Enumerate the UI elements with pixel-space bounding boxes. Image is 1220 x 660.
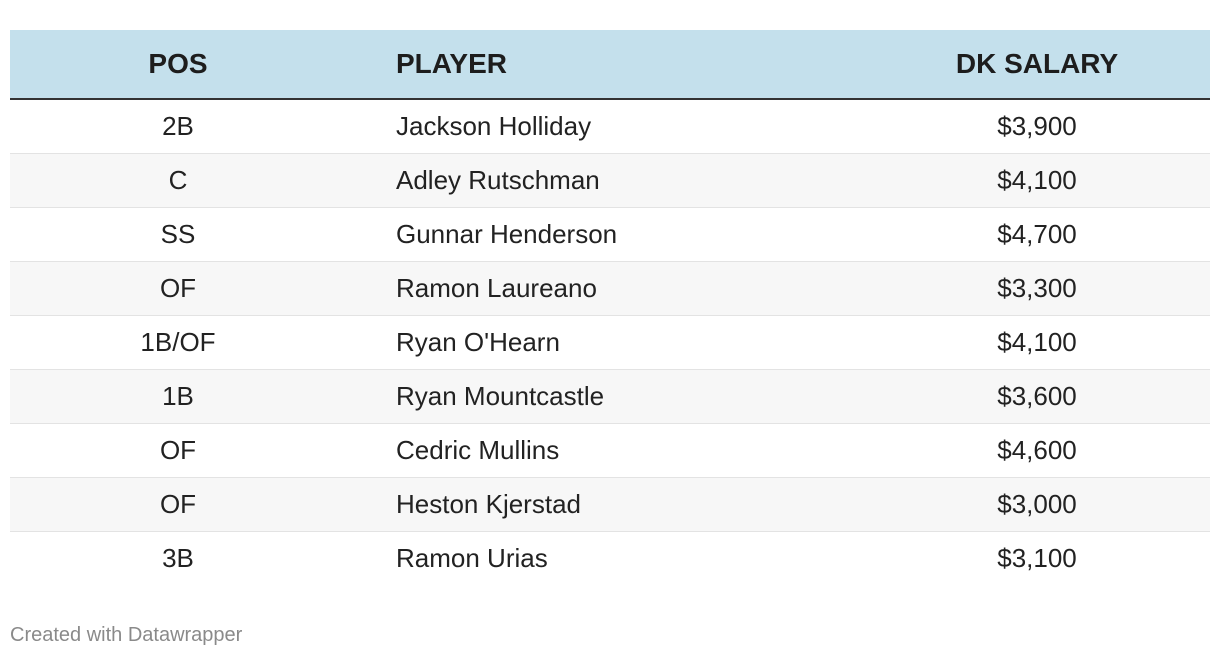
table-row: 3B Ramon Urias $3,100 bbox=[10, 532, 1210, 586]
table-cell: $4,600 bbox=[864, 423, 1210, 478]
table-cell: $3,900 bbox=[864, 99, 1210, 154]
column-header: POS bbox=[10, 30, 346, 100]
table-cell: 3B bbox=[162, 543, 194, 573]
table-cell: $3,600 bbox=[864, 369, 1210, 424]
table-cell: 1B/OF bbox=[10, 315, 346, 370]
table-cell: Heston Kjerstad bbox=[346, 477, 864, 532]
header-row: POS PLAYER DK SALARY bbox=[10, 30, 1210, 100]
table-cell: $3,000 bbox=[864, 477, 1210, 532]
table-cell: 2B bbox=[10, 99, 346, 154]
table-row: C Adley Rutschman $4,100 bbox=[10, 153, 1210, 208]
table-row: SS Gunnar Henderson $4,700 bbox=[10, 207, 1210, 262]
column-header: PLAYER bbox=[346, 30, 864, 100]
table-body: 2B Jackson Holliday $3,900 C Adley Rutschman… bbox=[10, 99, 1210, 585]
table-row: OF Heston Kjerstad $3,000 bbox=[10, 477, 1210, 532]
table-row: 2B Jackson Holliday $3,900 bbox=[10, 99, 1210, 154]
table-cell: $4,100 bbox=[864, 315, 1210, 370]
table-cell: Ryan Mountcastle bbox=[346, 369, 864, 424]
table: POS PLAYER DK SALARY 2B Jackson Holliday $3,… bbox=[10, 30, 1210, 585]
table-cell: OF bbox=[10, 477, 346, 532]
table-cell: OF bbox=[10, 261, 346, 316]
table-cell: 1B bbox=[10, 369, 346, 424]
table-row: 1B Ryan Mountcastle $3,600 bbox=[10, 369, 1210, 424]
table-cell: Adley Rutschman bbox=[346, 153, 864, 208]
table-cell: Cedric Mullins bbox=[346, 423, 864, 478]
table-cell: OF bbox=[10, 423, 346, 478]
table-row: OF Cedric Mullins $4,600 bbox=[10, 423, 1210, 478]
table-container: POS PLAYER DK SALARY 2B Jackson Holliday $3,… bbox=[10, 30, 1210, 585]
table-cell: C bbox=[10, 153, 346, 208]
table-row: OF Ramon Laureano $3,300 bbox=[10, 261, 1210, 316]
table-cell: $3,100 bbox=[997, 543, 1077, 573]
table-cell: $4,100 bbox=[864, 153, 1210, 208]
table-cell: Ramon Urias bbox=[396, 543, 548, 573]
column-header: DK SALARY bbox=[864, 30, 1210, 100]
table-cell: Gunnar Henderson bbox=[346, 207, 864, 262]
table-cell: SS bbox=[10, 207, 346, 262]
table-cell: $3,300 bbox=[864, 261, 1210, 316]
footer: Created with Datawrapper bbox=[10, 624, 243, 646]
table-cell: Ryan O'Hearn bbox=[346, 315, 864, 370]
table-cell: Ramon Laureano bbox=[346, 261, 864, 316]
table-cell: $4,700 bbox=[864, 207, 1210, 262]
table-row: 1B/OF Ryan O'Hearn $4,100 bbox=[10, 315, 1210, 370]
table-header: POS PLAYER DK SALARY bbox=[10, 30, 1210, 100]
table-cell: Jackson Holliday bbox=[346, 99, 864, 154]
